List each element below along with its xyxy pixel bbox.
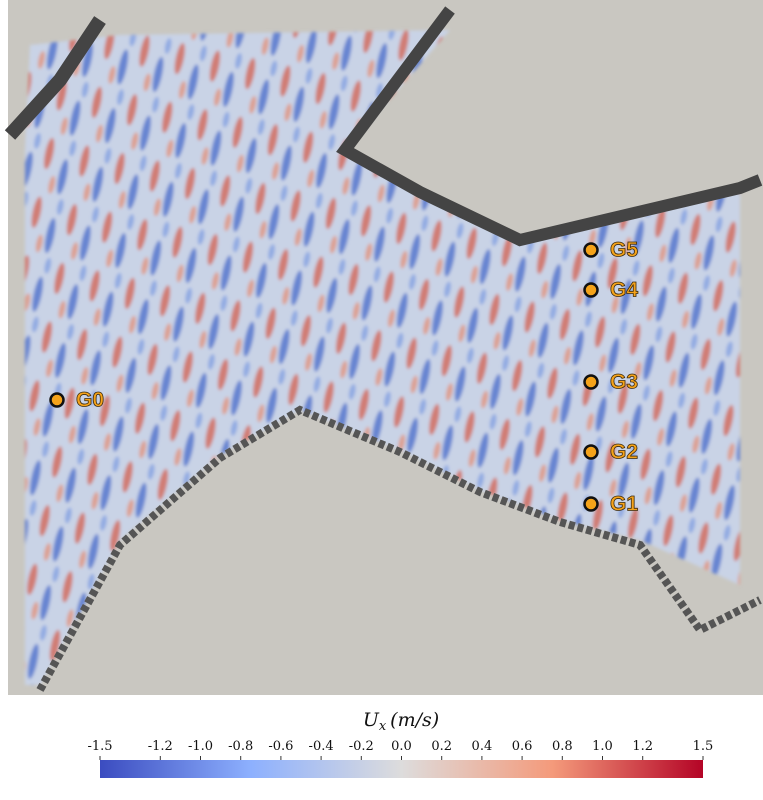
tick-label: 1.5	[693, 739, 714, 754]
page: {"gauges": [{"label": "G0"}, {"label": "…	[0, 0, 763, 800]
colorbar-unit: (m/s)	[390, 709, 439, 731]
gauge-label: G4	[610, 279, 638, 302]
tick-label: -0.2	[349, 739, 374, 754]
colorbar-subscript: x	[379, 719, 387, 734]
tick-label: -0.4	[309, 739, 334, 754]
tick-label: -1.2	[148, 739, 173, 754]
gauge-label: G2	[610, 441, 638, 464]
tick-label: 0.6	[512, 739, 533, 754]
gauge-marker	[585, 446, 598, 459]
gauge-label: G3	[610, 371, 638, 394]
tick-label: -0.6	[268, 739, 293, 754]
colorbar-label: Ux(m/s)	[363, 709, 439, 734]
gauge-marker	[585, 244, 598, 257]
colorbar-symbol: U	[363, 709, 380, 731]
gauge-marker	[585, 498, 598, 511]
tick-label: 0.8	[552, 739, 573, 754]
tick-label: -1.5	[87, 739, 112, 754]
gauge-label: G5	[610, 239, 638, 262]
gauge-label: G0	[76, 389, 104, 412]
colorbar	[100, 760, 703, 778]
gauge-marker	[585, 284, 598, 297]
tick-label: 1.0	[592, 739, 613, 754]
tick-label: 0.4	[472, 739, 493, 754]
tick-label: -1.0	[188, 739, 213, 754]
gauge-marker	[585, 376, 598, 389]
tick-label: -0.8	[228, 739, 253, 754]
tick-label: 0.2	[431, 739, 452, 754]
visualization: G0 G1 G2 G3 G4 G5 Ux(m/s) -1.5 -1.2 -1.0 -0.8 -0.…	[0, 0, 763, 800]
gauge-marker	[51, 394, 64, 407]
tick-label: 0.0	[391, 739, 412, 754]
gauge-label: G1	[610, 493, 638, 516]
tick-label: 1.2	[632, 739, 653, 754]
